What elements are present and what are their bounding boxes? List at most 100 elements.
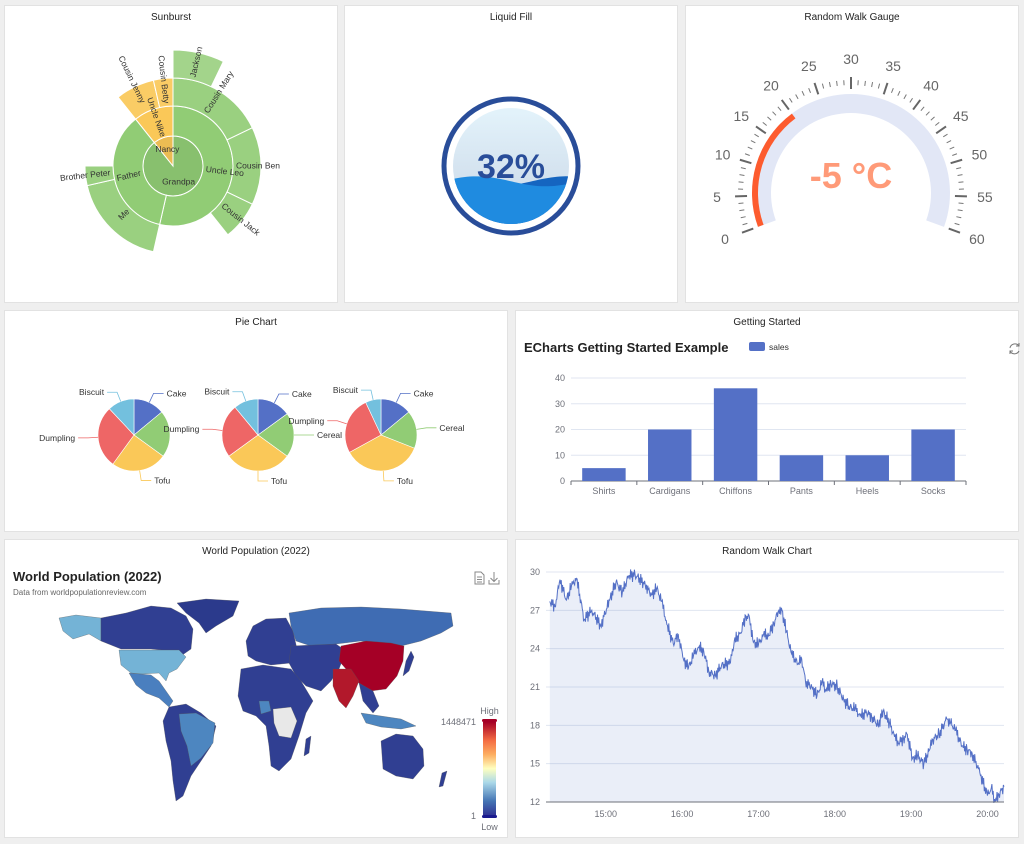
bar[interactable] xyxy=(779,455,824,481)
map-region-nigeria[interactable] xyxy=(258,700,272,715)
gauge-major-tick xyxy=(813,82,820,95)
pie-label-line xyxy=(202,428,223,431)
visual-map-handle-high[interactable] xyxy=(482,719,497,722)
map-region-southeast-asia[interactable] xyxy=(358,682,380,714)
x-tick-label: Cardigans xyxy=(649,486,691,496)
pie-label-line xyxy=(327,420,347,425)
gauge-tick-label: 10 xyxy=(715,147,731,163)
download-icon[interactable] xyxy=(488,572,500,585)
y-tick-label: 15 xyxy=(530,759,540,769)
panel-title: Sunburst xyxy=(150,12,192,23)
gauge-major-tick xyxy=(950,158,963,165)
gauge-progress-bar xyxy=(752,113,796,227)
map-region-russia[interactable] xyxy=(288,606,454,647)
sunburst-segment[interactable] xyxy=(84,165,116,187)
gauge-tick-label: 35 xyxy=(885,58,901,74)
map-region-brazil[interactable] xyxy=(178,712,216,767)
map-region-usa[interactable] xyxy=(118,649,187,682)
bar[interactable] xyxy=(648,429,692,482)
sunburst-segment[interactable] xyxy=(209,191,253,236)
bar[interactable] xyxy=(911,429,955,482)
gauge-major-tick xyxy=(882,82,889,95)
x-tick-label: Chiffons xyxy=(719,486,752,496)
map-region-europe[interactable] xyxy=(245,617,298,666)
gauge-tick-label: 20 xyxy=(763,78,779,94)
liquid-fill-panel: Liquid Fill 32% xyxy=(344,5,678,303)
x-tick-label: 17:00 xyxy=(747,809,770,819)
gauge-tick-label: 50 xyxy=(972,147,988,163)
sunburst-segment[interactable] xyxy=(152,77,174,109)
pie-label-line xyxy=(416,427,437,430)
pie-label-line xyxy=(107,391,122,402)
panel-title: World Population (2022) xyxy=(202,546,310,557)
panel-title: Random Walk Gauge xyxy=(804,12,900,23)
pie-label: Biscuit xyxy=(204,387,230,397)
visual-map-min-label: 1 xyxy=(471,811,476,821)
pie-panel: Pie Chart Cake Tofu Dumpling Biscuit Cake Cer… xyxy=(4,310,508,532)
y-tick-label: 10 xyxy=(555,450,565,460)
bar[interactable] xyxy=(582,468,626,481)
gauge-minor-tick xyxy=(740,216,746,219)
pie-slice[interactable] xyxy=(133,411,171,457)
pie-label-line xyxy=(395,392,411,403)
gauge-major-tick xyxy=(739,158,752,165)
pie-slice[interactable] xyxy=(365,398,382,436)
map-region-australia[interactable] xyxy=(380,733,425,780)
visual-map-handle-low[interactable] xyxy=(482,815,497,818)
refresh-icon[interactable] xyxy=(1009,343,1020,355)
pie-label: Biscuit xyxy=(79,387,105,397)
sunburst-segment[interactable] xyxy=(172,49,224,88)
pie-label: Tofu xyxy=(154,475,170,485)
map-subtitle: Data from worldpopulationreview.com xyxy=(13,588,147,597)
map-region-mexico[interactable] xyxy=(128,672,174,708)
panel-title: Getting Started xyxy=(733,317,801,328)
map-region-indonesia[interactable] xyxy=(360,712,417,730)
map-panel: World Population (2022) World Population… xyxy=(4,539,508,838)
y-tick-label: 21 xyxy=(530,682,540,692)
map-region-japan[interactable] xyxy=(402,650,415,677)
y-tick-label: 18 xyxy=(530,720,540,730)
map-region-madagascar[interactable] xyxy=(303,735,312,757)
map-region-greenland[interactable] xyxy=(176,598,240,634)
map-region-india[interactable] xyxy=(332,668,360,709)
gauge-minor-tick xyxy=(957,209,963,212)
y-tick-label: 0 xyxy=(560,476,565,486)
gauge-minor-tick xyxy=(744,153,750,156)
gauge-minor-tick xyxy=(871,81,874,88)
gauge-minor-tick xyxy=(909,97,913,103)
legend-swatch[interactable] xyxy=(749,342,765,351)
gauge-minor-tick xyxy=(777,106,782,111)
pie-slice[interactable] xyxy=(234,398,259,436)
pie-label-line xyxy=(232,391,247,402)
map-region-canada[interactable] xyxy=(100,605,194,657)
pie-label-line xyxy=(78,436,99,439)
sunburst-label: Cousin Ben xyxy=(236,160,280,170)
gauge-minor-tick xyxy=(956,216,962,219)
gauge-chart: 0 5 10 15 20 25 30 35 40 45 50 55 60 -5 °C xyxy=(713,51,993,247)
pie-slice[interactable] xyxy=(221,406,259,457)
x-tick-label: 20:00 xyxy=(976,809,999,819)
map-region-new-zealand[interactable] xyxy=(438,770,448,788)
gauge-minor-tick xyxy=(864,80,866,86)
gauge-minor-tick xyxy=(877,83,881,89)
pie-label: Dumpling xyxy=(288,416,324,426)
gauge-minor-tick xyxy=(930,116,935,121)
gauge-minor-tick xyxy=(740,167,746,170)
bar[interactable] xyxy=(845,455,889,481)
map-region-no-data[interactable] xyxy=(272,706,298,739)
gauge-tick-label: 45 xyxy=(953,108,969,124)
liquid-fill-chart: 32% xyxy=(441,96,581,236)
pie-slice[interactable] xyxy=(97,408,135,465)
bar[interactable] xyxy=(713,388,758,481)
visual-map-bar[interactable] xyxy=(483,722,496,815)
gauge-minor-tick xyxy=(801,90,805,96)
pie-charts: Cake Tofu Dumpling Biscuit Cake Cereal Tofu Dum… xyxy=(39,385,464,486)
gauge-minor-tick xyxy=(762,122,767,126)
pie-label: Dumpling xyxy=(163,424,199,434)
pie-slice[interactable] xyxy=(349,434,415,472)
pie-slice[interactable] xyxy=(344,402,382,453)
data-view-icon[interactable] xyxy=(474,571,485,585)
map-region-alaska[interactable] xyxy=(58,614,102,642)
y-tick-label: 24 xyxy=(530,644,540,654)
pie-label: Cake xyxy=(414,388,434,398)
